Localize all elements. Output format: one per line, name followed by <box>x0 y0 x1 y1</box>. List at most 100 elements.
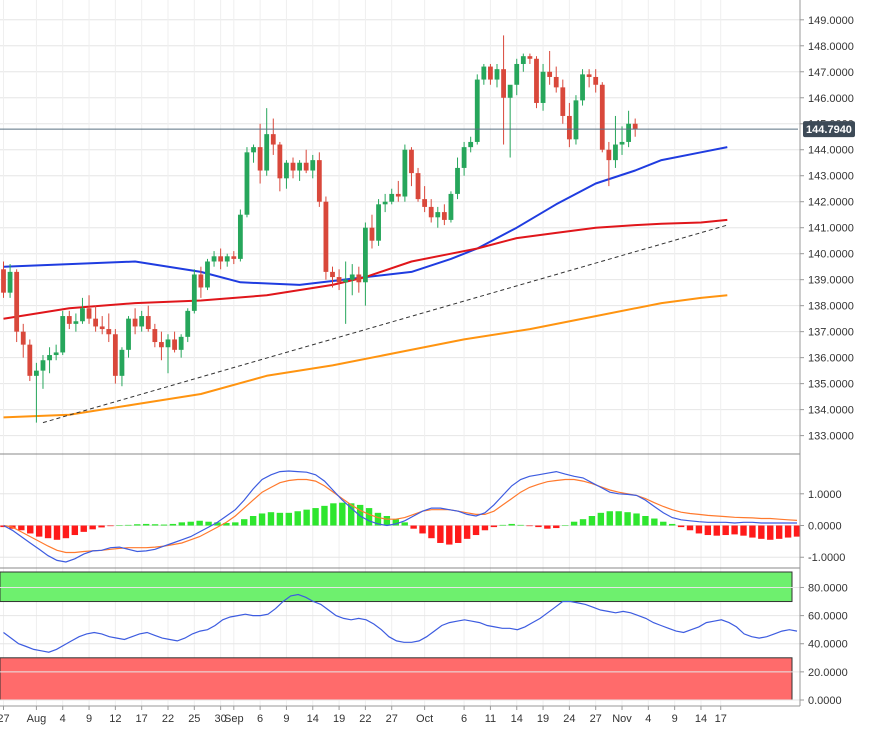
macd-histogram-bar <box>258 513 266 526</box>
candle-body <box>178 336 184 350</box>
candle-body <box>626 123 631 142</box>
candle-body <box>395 193 401 197</box>
macd-histogram-bar <box>44 525 52 539</box>
candle-body <box>356 274 362 283</box>
candle-body <box>428 206 434 218</box>
candle-body <box>376 204 381 241</box>
x-tick-label: 19 <box>537 713 549 725</box>
candle-body <box>422 199 428 207</box>
macd-histogram-bar <box>267 512 275 526</box>
moving-average-line <box>3 146 728 286</box>
candle-body <box>297 162 302 171</box>
x-tick-label: 17 <box>136 713 148 725</box>
candle-body <box>573 100 579 140</box>
price-tick-label: 141.0000 <box>808 223 854 235</box>
x-tick-label: 22 <box>162 713 174 725</box>
candle-body <box>53 352 59 356</box>
macd-histogram-bar <box>80 525 87 532</box>
x-tick-label: 27 <box>386 713 398 725</box>
price-tick-label: 149.0000 <box>808 15 854 27</box>
candle-body <box>303 162 309 171</box>
macd-histogram-bar <box>178 522 186 526</box>
x-tick-label: 9 <box>283 713 289 725</box>
macd-histogram-bar <box>553 525 560 529</box>
candle-body <box>172 339 177 350</box>
candle-body <box>330 271 335 278</box>
price-tick-label: 134.0000 <box>808 405 854 417</box>
macd-histogram-bar <box>116 525 123 527</box>
macd-histogram-bar <box>633 513 640 526</box>
candle-body <box>389 193 395 202</box>
macd-line <box>3 470 797 563</box>
candle-body <box>93 318 99 327</box>
macd-histogram <box>0 502 801 545</box>
current-price-label: 144.7940 <box>806 124 852 136</box>
candle-body <box>323 201 329 272</box>
candle-body <box>514 63 520 85</box>
macd-histogram-bar <box>535 525 542 528</box>
candle-body <box>501 69 506 98</box>
candle-body <box>632 123 638 129</box>
candle-body <box>409 149 414 174</box>
candle-body <box>382 201 388 205</box>
price-tick-label: 136.0000 <box>808 353 854 365</box>
macd-histogram-bar <box>27 525 34 534</box>
macd-grid <box>0 493 800 558</box>
candle-body <box>80 308 85 322</box>
macd-histogram-bar <box>490 525 498 528</box>
macd-tick-label: -1.0000 <box>808 552 845 564</box>
macd-histogram-bar <box>686 525 694 531</box>
candle-body <box>159 342 164 348</box>
macd-histogram-bar <box>437 525 444 543</box>
candle-body <box>191 274 197 311</box>
price-tick-label: 146.0000 <box>808 93 854 105</box>
candle-body <box>119 349 125 376</box>
candle-body <box>441 212 447 220</box>
macd-histogram-bar <box>793 525 801 537</box>
candle-body <box>336 277 342 283</box>
candle-body <box>566 115 572 140</box>
x-tick-label: 9 <box>86 713 92 725</box>
candle-body <box>310 160 316 171</box>
candle-body <box>99 326 105 330</box>
candle-body <box>112 334 118 376</box>
macd-histogram-bar <box>187 521 194 526</box>
macd-histogram-bar <box>18 525 25 531</box>
macd-histogram-bar <box>232 522 239 526</box>
macd-histogram-bar <box>722 525 729 536</box>
overbought-zone <box>0 571 793 603</box>
candle-body <box>14 271 20 332</box>
candle-body <box>231 256 237 259</box>
macd-histogram-bar <box>419 525 426 534</box>
candle-body <box>369 227 375 241</box>
macd-histogram-bar <box>294 511 301 526</box>
candle-body <box>474 79 480 142</box>
candle-body <box>185 310 191 337</box>
macd-histogram-bar <box>668 523 676 526</box>
candle-body <box>349 274 355 280</box>
macd-histogram-bar <box>704 525 712 536</box>
macd-histogram-bar <box>499 524 506 526</box>
candle-body <box>540 71 546 103</box>
candle-body <box>534 58 539 103</box>
x-tick-label: 6 <box>461 713 467 725</box>
price-tick-label: 135.0000 <box>808 379 854 391</box>
price-y-axis: 149.0000148.0000147.0000146.0000145.0000… <box>800 15 854 443</box>
macd-histogram-bar <box>526 525 533 527</box>
candle-body <box>586 74 592 77</box>
macd-histogram-bar <box>401 522 408 526</box>
candle-body <box>73 321 79 324</box>
macd-histogram-bar <box>615 511 622 526</box>
macd-histogram-bar <box>134 524 141 526</box>
candle-body <box>461 147 467 168</box>
candle-body <box>402 149 408 197</box>
candle-body <box>481 66 487 80</box>
candle-body <box>152 329 158 343</box>
candle-body <box>224 256 230 262</box>
macd-histogram-bar <box>53 525 61 540</box>
macd-histogram-bar <box>767 525 774 540</box>
macd-tick-label: 0.0000 <box>808 521 842 533</box>
rsi-zones <box>0 571 793 701</box>
macd-histogram-bar <box>249 516 257 526</box>
